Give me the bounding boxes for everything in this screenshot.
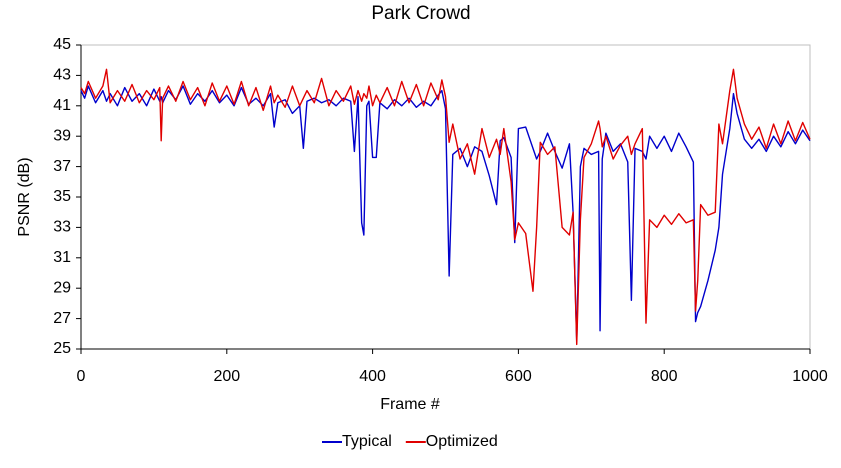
x-tick-label: 1000: [792, 368, 828, 385]
legend-label: Optimized: [426, 433, 498, 450]
x-tick-label: 600: [505, 368, 532, 385]
y-tick-label: 33: [53, 219, 71, 236]
x-tick-label: 200: [213, 368, 240, 385]
y-tick-label: 31: [53, 249, 71, 266]
y-tick-label: 43: [53, 67, 71, 84]
y-tick-label: 27: [53, 310, 71, 327]
series-line: [80, 85, 811, 343]
y-tick-label: 29: [53, 279, 71, 296]
y-tick-label: 39: [53, 127, 71, 144]
x-tick-label: 800: [651, 368, 678, 385]
y-tick-label: 41: [53, 97, 71, 114]
y-tick-label: 37: [53, 158, 71, 175]
chart-title: Park Crowd: [371, 3, 470, 24]
y-tick-label: 35: [53, 188, 71, 205]
y-tick-label: 25: [53, 340, 71, 357]
x-axis-title: Frame #: [380, 396, 440, 413]
x-tick-label: 400: [359, 368, 386, 385]
y-axis-title: PSNR (dB): [16, 157, 33, 236]
series-line: [80, 68, 811, 346]
y-tick-label: 45: [53, 36, 71, 53]
plot-frame: [80, 44, 811, 350]
x-tick-label: 0: [77, 368, 86, 385]
legend-label: Typical: [342, 433, 392, 450]
